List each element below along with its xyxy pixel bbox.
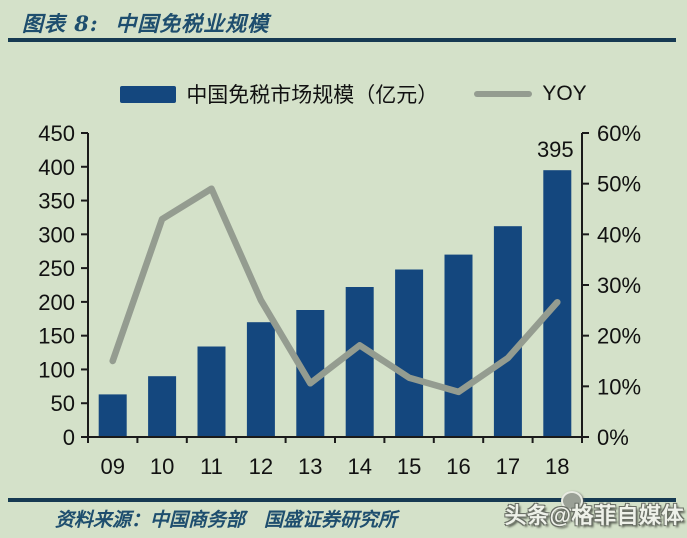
- bar-11: [197, 346, 226, 437]
- right-axis-label: 50%: [597, 172, 641, 197]
- left-axis-label: 100: [38, 357, 75, 382]
- watermark-text: 头条@格菲自媒体: [504, 503, 684, 528]
- yoy-line: [109, 185, 561, 396]
- right-axis-label: 20%: [597, 324, 641, 349]
- legend-line-label: YOY: [542, 82, 587, 105]
- left-axis-label: 0: [63, 425, 75, 450]
- right-axis-label: 0%: [597, 425, 629, 450]
- left-axis-label: 350: [38, 189, 75, 214]
- left-axis-label: 450: [38, 121, 75, 146]
- right-axis-label: 40%: [597, 222, 641, 247]
- source-note: 资料来源：中国商务部 国盛证券研究所: [55, 509, 398, 531]
- legend-bar-label: 中国免税市场规模（亿元）: [186, 84, 439, 107]
- left-axis-label: 200: [38, 290, 75, 315]
- left-axis-label: 50: [51, 391, 75, 416]
- left-axis-label: 250: [38, 256, 75, 281]
- footer-divider: [8, 498, 676, 502]
- x-axis-label: 13: [298, 454, 322, 479]
- bar-15: [395, 269, 424, 437]
- left-axis-label: 300: [38, 222, 75, 247]
- legend-bar-swatch-icon: [120, 85, 177, 103]
- left-axis-label: 400: [38, 155, 75, 180]
- x-axis-label: 12: [249, 454, 273, 479]
- bar-10: [148, 376, 177, 437]
- x-axis-label: 15: [397, 454, 421, 479]
- x-axis-label: 10: [150, 454, 174, 479]
- x-axis-label: 17: [496, 454, 520, 479]
- bar-09: [98, 394, 127, 437]
- right-axis-label: 10%: [597, 374, 641, 399]
- bar-12: [246, 322, 275, 437]
- bar-14: [345, 287, 374, 437]
- legend-line-swatch-icon: [474, 91, 533, 97]
- x-axis-label: 18: [545, 454, 569, 479]
- x-axis-label: 14: [347, 454, 371, 479]
- left-axis-label: 150: [38, 324, 75, 349]
- watermark-logo-icon: [561, 491, 583, 511]
- title-divider: [8, 38, 676, 42]
- right-axis-label: 60%: [597, 121, 641, 146]
- x-axis-label: 09: [100, 454, 124, 479]
- bar-value-annotation: 395: [537, 137, 574, 162]
- x-axis-label: 16: [446, 454, 470, 479]
- bar-16: [444, 254, 473, 437]
- legend: 中国免税市场规模（亿元） YOY: [10, 79, 687, 109]
- right-axis-label: 30%: [597, 273, 641, 298]
- chart-title: 图表 8: 中国免税业规模: [22, 11, 270, 36]
- x-axis-label: 11: [200, 454, 223, 479]
- bar-17: [493, 226, 522, 437]
